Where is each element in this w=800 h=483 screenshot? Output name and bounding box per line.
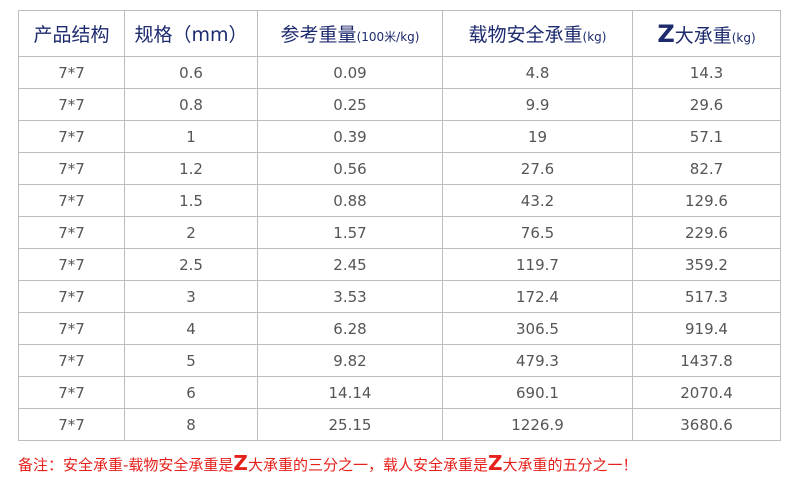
table-cell: 7*7 <box>18 280 125 313</box>
table-cell: 0.6 <box>124 56 258 89</box>
table-cell: 1226.9 <box>442 408 633 441</box>
table-row: 7*7 3 3.53 172.4 517.3 <box>18 280 781 313</box>
table-cell: 1437.8 <box>632 344 781 377</box>
header-text: 参考重量 <box>280 24 357 46</box>
table-cell: 0.09 <box>257 56 443 89</box>
table-row: 7*7 1 0.39 19 57.1 <box>18 120 781 153</box>
table-cell: 7*7 <box>18 184 125 217</box>
header-text: 载物安全承重 <box>468 24 583 46</box>
table-cell: 2.5 <box>124 248 258 281</box>
header-cell: 规格（mm） <box>124 10 258 57</box>
table-cell: 82.7 <box>632 152 781 185</box>
table-cell: 27.6 <box>442 152 633 185</box>
table-cell: 5 <box>124 344 258 377</box>
table-cell: 7*7 <box>18 312 125 345</box>
note-text: 大承重的五分之一！ <box>502 456 638 474</box>
table-cell: 3 <box>124 280 258 313</box>
table-cell: 9.82 <box>257 344 443 377</box>
table-row: 7*7 5 9.82 479.3 1437.8 <box>18 344 781 377</box>
table-row: 7*7 1.5 0.88 43.2 129.6 <box>18 184 781 217</box>
table-cell: 229.6 <box>632 216 781 249</box>
table-row: 7*7 2 1.57 76.5 229.6 <box>18 216 781 249</box>
header-unit: (kg) <box>582 30 607 44</box>
table-cell: 6.28 <box>257 312 443 345</box>
table-row: 7*7 6 14.14 690.1 2070.4 <box>18 376 781 409</box>
table-cell: 76.5 <box>442 216 633 249</box>
table-cell: 7*7 <box>18 216 125 249</box>
table-cell: 517.3 <box>632 280 781 313</box>
header-cell: 载物安全承重(kg) <box>442 10 633 57</box>
table-cell: 306.5 <box>442 312 633 345</box>
table-cell: 6 <box>124 376 258 409</box>
table-cell: 43.2 <box>442 184 633 217</box>
header-cell: Z大承重(kg) <box>632 10 781 57</box>
table-cell: 0.8 <box>124 88 258 121</box>
header-row: 产品结构 规格（mm） 参考重量(100米/kg) 载物安全承重(kg) Z大承重(kg… <box>18 10 781 57</box>
table-cell: 119.7 <box>442 248 633 281</box>
table-cell: 2070.4 <box>632 376 781 409</box>
table-row: 7*7 0.6 0.09 4.8 14.3 <box>18 56 781 89</box>
table-row: 7*7 1.2 0.56 27.6 82.7 <box>18 152 781 185</box>
header-cell: 产品结构 <box>18 10 125 57</box>
table-cell: 2 <box>124 216 258 249</box>
table-cell: 7*7 <box>18 88 125 121</box>
table-cell: 479.3 <box>442 344 633 377</box>
note-text: 备注：安全承重-载物安全承重是 <box>18 456 234 474</box>
table-cell: 129.6 <box>632 184 781 217</box>
header-unit: (100米/kg) <box>356 30 420 44</box>
table-row: 7*7 4 6.28 306.5 919.4 <box>18 312 781 345</box>
table-cell: 1.2 <box>124 152 258 185</box>
table-cell: 7*7 <box>18 408 125 441</box>
header-text: 规格（mm） <box>134 24 248 46</box>
table-cell: 1 <box>124 120 258 153</box>
note-text: 大承重的三分之一，载人安全承重是 <box>247 456 488 474</box>
table-cell: 8 <box>124 408 258 441</box>
spec-table: 产品结构 规格（mm） 参考重量(100米/kg) 载物安全承重(kg) Z大承重(kg… <box>18 10 781 441</box>
table-cell: 25.15 <box>257 408 443 441</box>
table-cell: 7*7 <box>18 152 125 185</box>
header-cell: 参考重量(100米/kg) <box>257 10 443 57</box>
table-cell: 7*7 <box>18 344 125 377</box>
table-cell: 7*7 <box>18 376 125 409</box>
table-cell: 359.2 <box>632 248 781 281</box>
table-cell: 690.1 <box>442 376 633 409</box>
footnote: 备注：安全承重-载物安全承重是Z大承重的三分之一，载人安全承重是Z大承重的五分之… <box>18 451 637 475</box>
table-cell: 7*7 <box>18 120 125 153</box>
note-emphasis: Z <box>487 451 503 475</box>
table-cell: 0.88 <box>257 184 443 217</box>
table-cell: 7*7 <box>18 56 125 89</box>
table-body: 7*7 0.6 0.09 4.8 14.3 7*7 0.8 0.25 9.9 29.6 7*7 1 0.… <box>18 56 781 441</box>
header-text: 产品结构 <box>33 24 110 46</box>
table-cell: 14.3 <box>632 56 781 89</box>
table-cell: 1.5 <box>124 184 258 217</box>
table-cell: 0.56 <box>257 152 443 185</box>
table-cell: 9.9 <box>442 88 633 121</box>
table-row: 7*7 0.8 0.25 9.9 29.6 <box>18 88 781 121</box>
table-cell: 172.4 <box>442 280 633 313</box>
table-cell: 4 <box>124 312 258 345</box>
table-cell: 7*7 <box>18 248 125 281</box>
header-emphasis: Z <box>657 19 675 48</box>
table-cell: 0.39 <box>257 120 443 153</box>
table-cell: 3.53 <box>257 280 443 313</box>
table-cell: 2.45 <box>257 248 443 281</box>
table-cell: 29.6 <box>632 88 781 121</box>
table-row: 7*7 2.5 2.45 119.7 359.2 <box>18 248 781 281</box>
table-cell: 0.25 <box>257 88 443 121</box>
table-cell: 3680.6 <box>632 408 781 441</box>
note-emphasis: Z <box>233 451 248 475</box>
table-cell: 1.57 <box>257 216 443 249</box>
table-cell: 919.4 <box>632 312 781 345</box>
header-unit: (kg) <box>731 30 756 45</box>
table-cell: 19 <box>442 120 633 153</box>
table-cell: 14.14 <box>257 376 443 409</box>
header-text: 大承重 <box>674 24 732 47</box>
table-cell: 4.8 <box>442 56 633 89</box>
table-cell: 57.1 <box>632 120 781 153</box>
table-row: 7*7 8 25.15 1226.9 3680.6 <box>18 408 781 441</box>
